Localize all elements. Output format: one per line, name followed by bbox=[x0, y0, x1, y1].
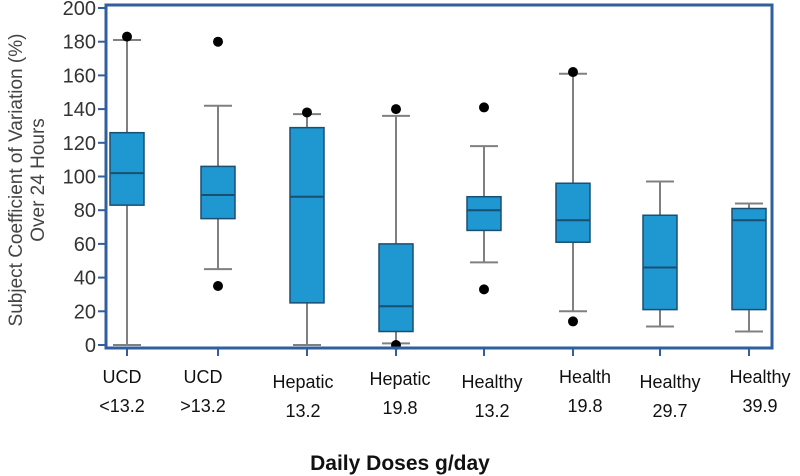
outlier-point bbox=[391, 104, 401, 115]
x-tick-label-line1: Healthy bbox=[461, 372, 522, 392]
x-tick-label-line2: 13.2 bbox=[285, 401, 320, 421]
x-tick-label-line2: 13.2 bbox=[474, 401, 509, 421]
y-tick-label: 120 bbox=[63, 133, 96, 155]
box-group bbox=[731, 202, 767, 333]
x-axis-tick-labels: UCD <13.2 UCD >13.2 Hepatic 13.2 Hepatic 19.8 He… bbox=[99, 367, 790, 421]
y-tick-label: 200 bbox=[63, 0, 96, 20]
y-tick-label: 20 bbox=[74, 301, 96, 323]
y-tick-label: 60 bbox=[74, 234, 96, 256]
y-tick-label: 80 bbox=[74, 200, 96, 222]
box-group bbox=[555, 67, 591, 327]
outlier-point bbox=[479, 284, 489, 295]
x-tick-label-line1: Healthy bbox=[729, 367, 790, 387]
box bbox=[200, 165, 236, 220]
x-tick-label-line2: 39.9 bbox=[742, 396, 777, 416]
boxes bbox=[109, 31, 767, 350]
outlier-point bbox=[568, 316, 578, 327]
outlier-point bbox=[568, 67, 578, 78]
y-tick-label: 180 bbox=[63, 32, 96, 54]
x-tick-label-line1: Hepatic bbox=[369, 369, 430, 389]
x-tick-label-line2: 19.8 bbox=[382, 398, 417, 418]
y-axis-ticks: 0 20 40 60 80 100 120 140 160 180 200 bbox=[63, 0, 106, 357]
x-tick-label-line1: UCD bbox=[184, 367, 223, 387]
x-tick-label-line1: Hepatic bbox=[272, 372, 333, 392]
box bbox=[289, 126, 325, 304]
y-tick-label: 100 bbox=[63, 167, 96, 189]
y-axis-label: Subject Coefficient of Variation (%) Ove… bbox=[6, 34, 49, 327]
x-axis-ticks bbox=[126, 348, 750, 356]
box-group bbox=[466, 102, 502, 295]
y-axis-label-line2: Over 24 Hours bbox=[28, 118, 49, 242]
outlier-point bbox=[302, 107, 312, 118]
box bbox=[109, 131, 145, 206]
box bbox=[466, 195, 502, 232]
y-axis-label-line1: Subject Coefficient of Variation (%) bbox=[6, 34, 27, 327]
y-tick-label: 0 bbox=[85, 335, 96, 357]
x-tick-label-line1: UCD bbox=[103, 367, 142, 387]
x-tick-label-line2: 19.8 bbox=[567, 396, 602, 416]
box-group bbox=[378, 104, 414, 350]
plot-frame bbox=[104, 3, 774, 350]
box-group bbox=[289, 107, 325, 346]
y-tick-label: 160 bbox=[63, 65, 96, 87]
y-tick-label: 40 bbox=[74, 268, 96, 290]
box bbox=[555, 182, 591, 243]
x-tick-label-line2: >13.2 bbox=[180, 396, 226, 416]
x-tick-label-line2: 29.7 bbox=[652, 401, 687, 421]
outlier-point bbox=[122, 31, 132, 42]
x-tick-label-line1: Health bbox=[559, 367, 611, 387]
box bbox=[731, 207, 767, 311]
x-tick-label-line1: Healthy bbox=[639, 372, 700, 392]
box-group bbox=[109, 31, 145, 346]
outlier-point bbox=[213, 36, 223, 47]
box-group bbox=[200, 36, 236, 292]
x-axis-label: Daily Doses g/day bbox=[310, 452, 490, 475]
y-tick-label: 140 bbox=[63, 99, 96, 121]
box bbox=[642, 214, 678, 311]
outlier-point bbox=[479, 102, 489, 113]
x-tick-label-line2: <13.2 bbox=[99, 396, 145, 416]
box bbox=[378, 243, 414, 333]
box-group bbox=[642, 180, 678, 328]
outlier-point bbox=[213, 281, 223, 292]
